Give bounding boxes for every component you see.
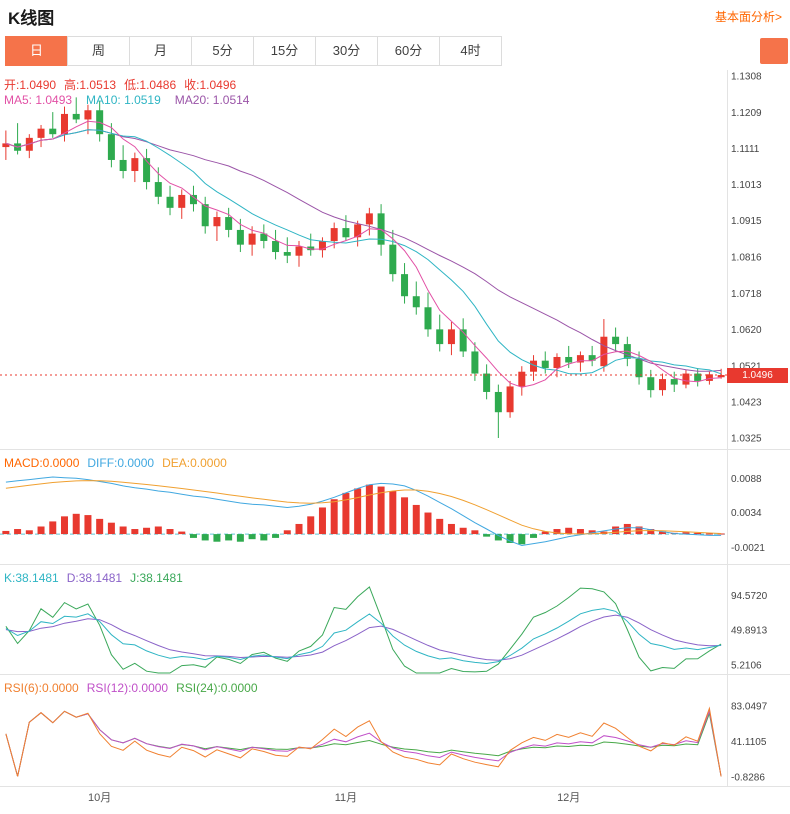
svg-text:-0.0021: -0.0021 <box>731 543 765 554</box>
tab-month[interactable]: 月 <box>129 36 192 66</box>
tab-15min[interactable]: 15分 <box>253 36 316 66</box>
svg-text:83.0497: 83.0497 <box>731 701 768 712</box>
svg-text:1.1308: 1.1308 <box>731 72 762 83</box>
svg-text:0.0034: 0.0034 <box>731 508 762 519</box>
tab-week[interactable]: 周 <box>67 36 130 66</box>
kline-chart[interactable]: 1.1308 1.1209 1.1111 1.1013 1.0915 1.0816 1.07… <box>0 70 790 812</box>
tab-60min[interactable]: 60分 <box>377 36 440 66</box>
svg-text:1.1209: 1.1209 <box>731 108 762 119</box>
period-tab-bar: 日 周 月 5分 15分 30分 60分 4时 <box>5 36 790 66</box>
svg-text:1.0423: 1.0423 <box>731 397 762 408</box>
tab-bar-accent-button[interactable] <box>760 38 788 64</box>
svg-text:11月: 11月 <box>335 792 357 804</box>
svg-text:41.1105: 41.1105 <box>731 737 767 748</box>
svg-text:10月: 10月 <box>88 792 111 804</box>
chart-area: 1.1308 1.1209 1.1111 1.1013 1.0915 1.0816 1.07… <box>0 70 790 812</box>
svg-text:1.0816: 1.0816 <box>731 253 762 264</box>
tab-day[interactable]: 日 <box>5 36 68 66</box>
svg-text:5.2106: 5.2106 <box>731 661 762 672</box>
svg-text:1.0521: 1.0521 <box>731 361 762 372</box>
tab-4hour[interactable]: 4时 <box>439 36 502 66</box>
svg-text:1.0620: 1.0620 <box>731 325 762 336</box>
svg-text:1.0325: 1.0325 <box>731 434 762 445</box>
fundamental-analysis-link[interactable]: 基本面分析> <box>714 9 782 24</box>
svg-text:94.5720: 94.5720 <box>731 591 768 602</box>
tab-5min[interactable]: 5分 <box>191 36 254 66</box>
svg-text:1.0718: 1.0718 <box>731 289 762 300</box>
header: K线图 基本面分析> <box>0 0 790 32</box>
svg-text:1.1111: 1.1111 <box>731 144 760 155</box>
svg-text:-0.8286: -0.8286 <box>731 773 765 784</box>
page-title: K线图 <box>8 8 55 28</box>
svg-text:0.0088: 0.0088 <box>731 474 762 485</box>
svg-text:49.8913: 49.8913 <box>731 626 768 637</box>
svg-text:1.1013: 1.1013 <box>731 180 762 191</box>
tab-30min[interactable]: 30分 <box>315 36 378 66</box>
svg-text:1.0915: 1.0915 <box>731 216 762 227</box>
svg-text:12月: 12月 <box>557 792 580 804</box>
